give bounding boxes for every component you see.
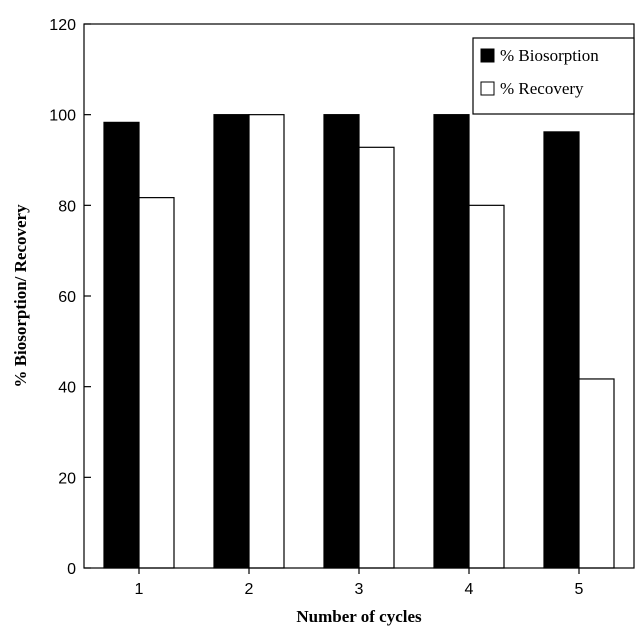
bar-recovery-1 xyxy=(138,197,175,569)
bar-recovery-3 xyxy=(358,146,395,569)
bar-biosorption-3 xyxy=(323,114,360,569)
y-tick-label: 80 xyxy=(58,198,76,215)
x-axis-title: Number of cycles xyxy=(296,607,422,626)
y-tick-label: 120 xyxy=(49,17,76,34)
y-tick-label: 40 xyxy=(58,380,76,397)
y-tick-label: 60 xyxy=(58,289,76,306)
legend-box xyxy=(472,37,635,115)
y-axis-title: % Biosorption/ Recovery xyxy=(11,204,30,388)
legend-swatch-recovery xyxy=(480,81,495,96)
y-axis: 0 20 40 60 80 100 120 xyxy=(49,17,91,578)
y-tick-label: 100 xyxy=(49,108,76,125)
bars-layer xyxy=(103,114,615,569)
y-tick-label: 20 xyxy=(58,470,76,487)
bar-biosorption-5 xyxy=(543,131,580,569)
bar-recovery-2 xyxy=(248,114,285,569)
y-tick-label: 0 xyxy=(67,561,76,578)
x-tick-label: 3 xyxy=(355,581,364,598)
legend-label-biosorption: % Biosorption xyxy=(500,46,599,65)
legend: % Biosorption % Recovery xyxy=(472,37,635,115)
x-tick-label: 1 xyxy=(135,581,144,598)
x-axis: 1 2 3 4 5 xyxy=(135,568,584,598)
bar-biosorption-1 xyxy=(103,121,140,569)
x-tick-label: 5 xyxy=(575,581,584,598)
legend-swatch-biosorption xyxy=(480,48,495,63)
bar-biosorption-4 xyxy=(433,114,470,569)
x-tick-label: 2 xyxy=(245,581,254,598)
legend-label-recovery: % Recovery xyxy=(500,79,584,98)
x-tick-label: 4 xyxy=(465,581,474,598)
bar-recovery-4 xyxy=(468,204,505,569)
bar-recovery-5 xyxy=(578,378,615,569)
bar-biosorption-2 xyxy=(213,114,250,569)
